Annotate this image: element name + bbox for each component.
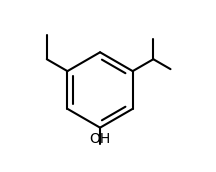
Text: OH: OH [89, 132, 111, 146]
